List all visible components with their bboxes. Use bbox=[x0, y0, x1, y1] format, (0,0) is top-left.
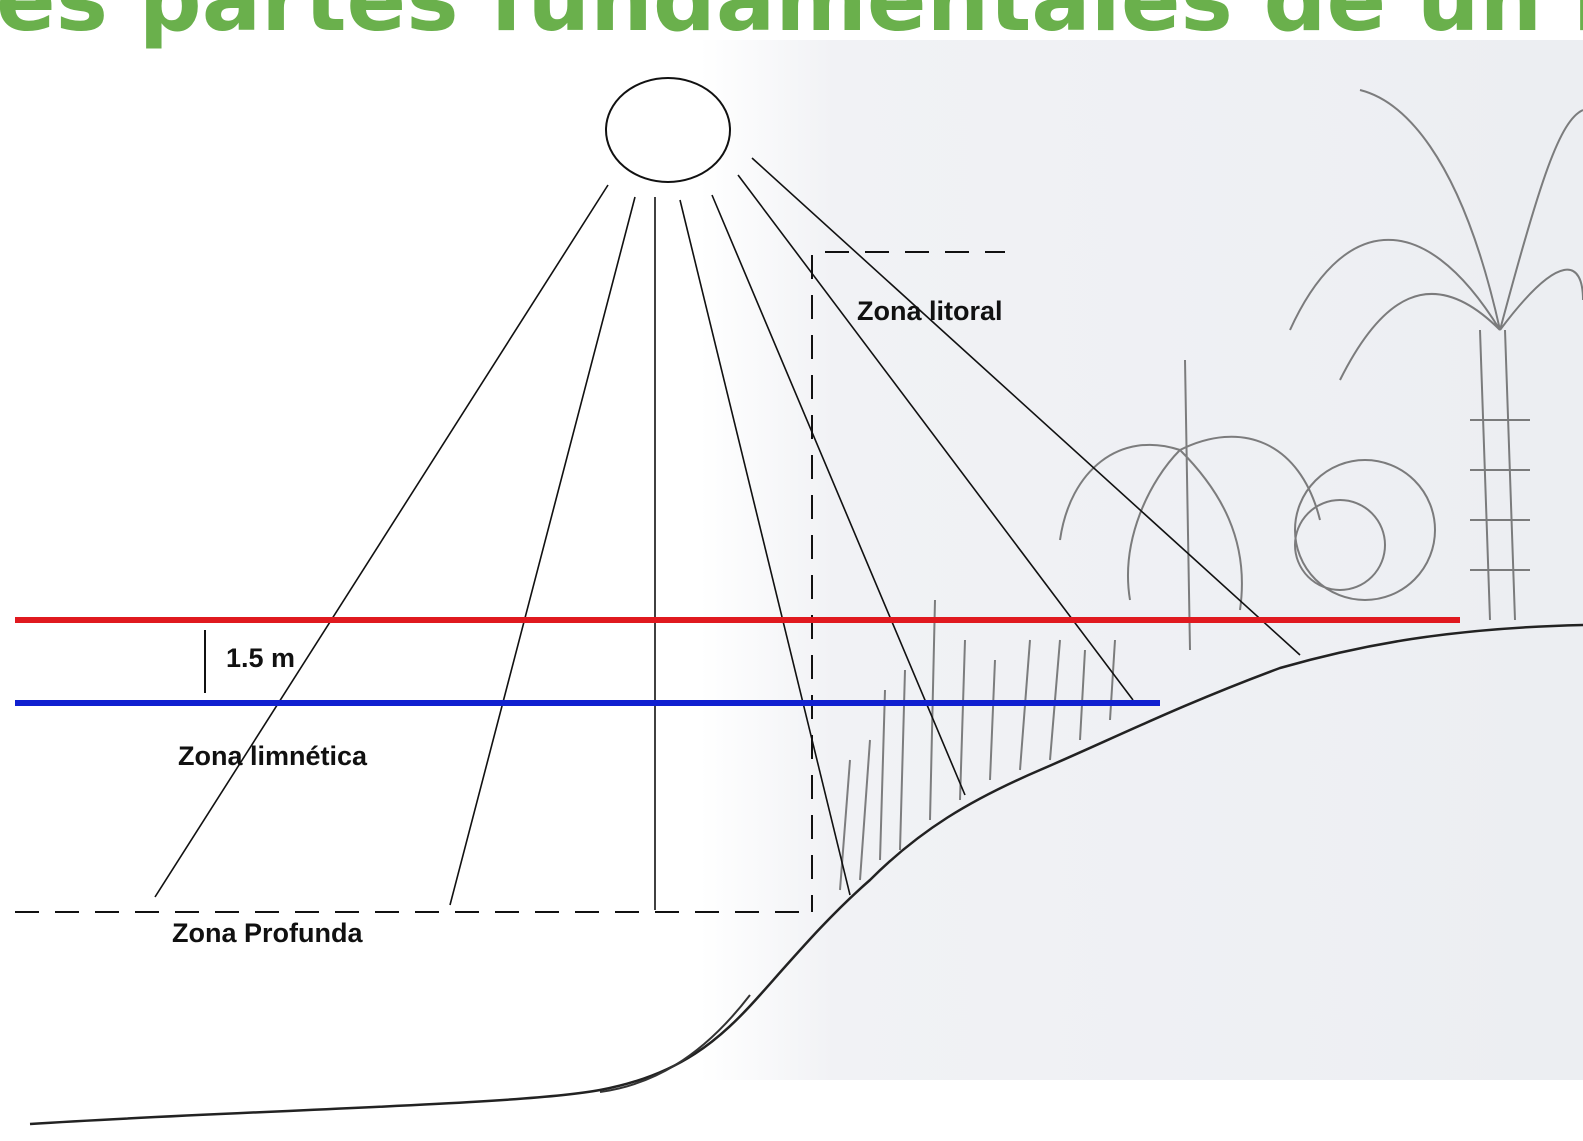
zone-label: Zona Profunda bbox=[172, 918, 363, 948]
zone-label: Zona limnética bbox=[178, 741, 368, 771]
title: es partes fundamentales de un la bbox=[0, 0, 1583, 51]
zone-label: Zona litoral bbox=[857, 296, 1003, 326]
diagram: es partes fundamentales de un la Zona li… bbox=[0, 0, 1583, 1136]
depth-label: 1.5 m bbox=[226, 643, 295, 673]
sun bbox=[606, 78, 730, 182]
sketch-paper bbox=[700, 40, 1583, 1080]
